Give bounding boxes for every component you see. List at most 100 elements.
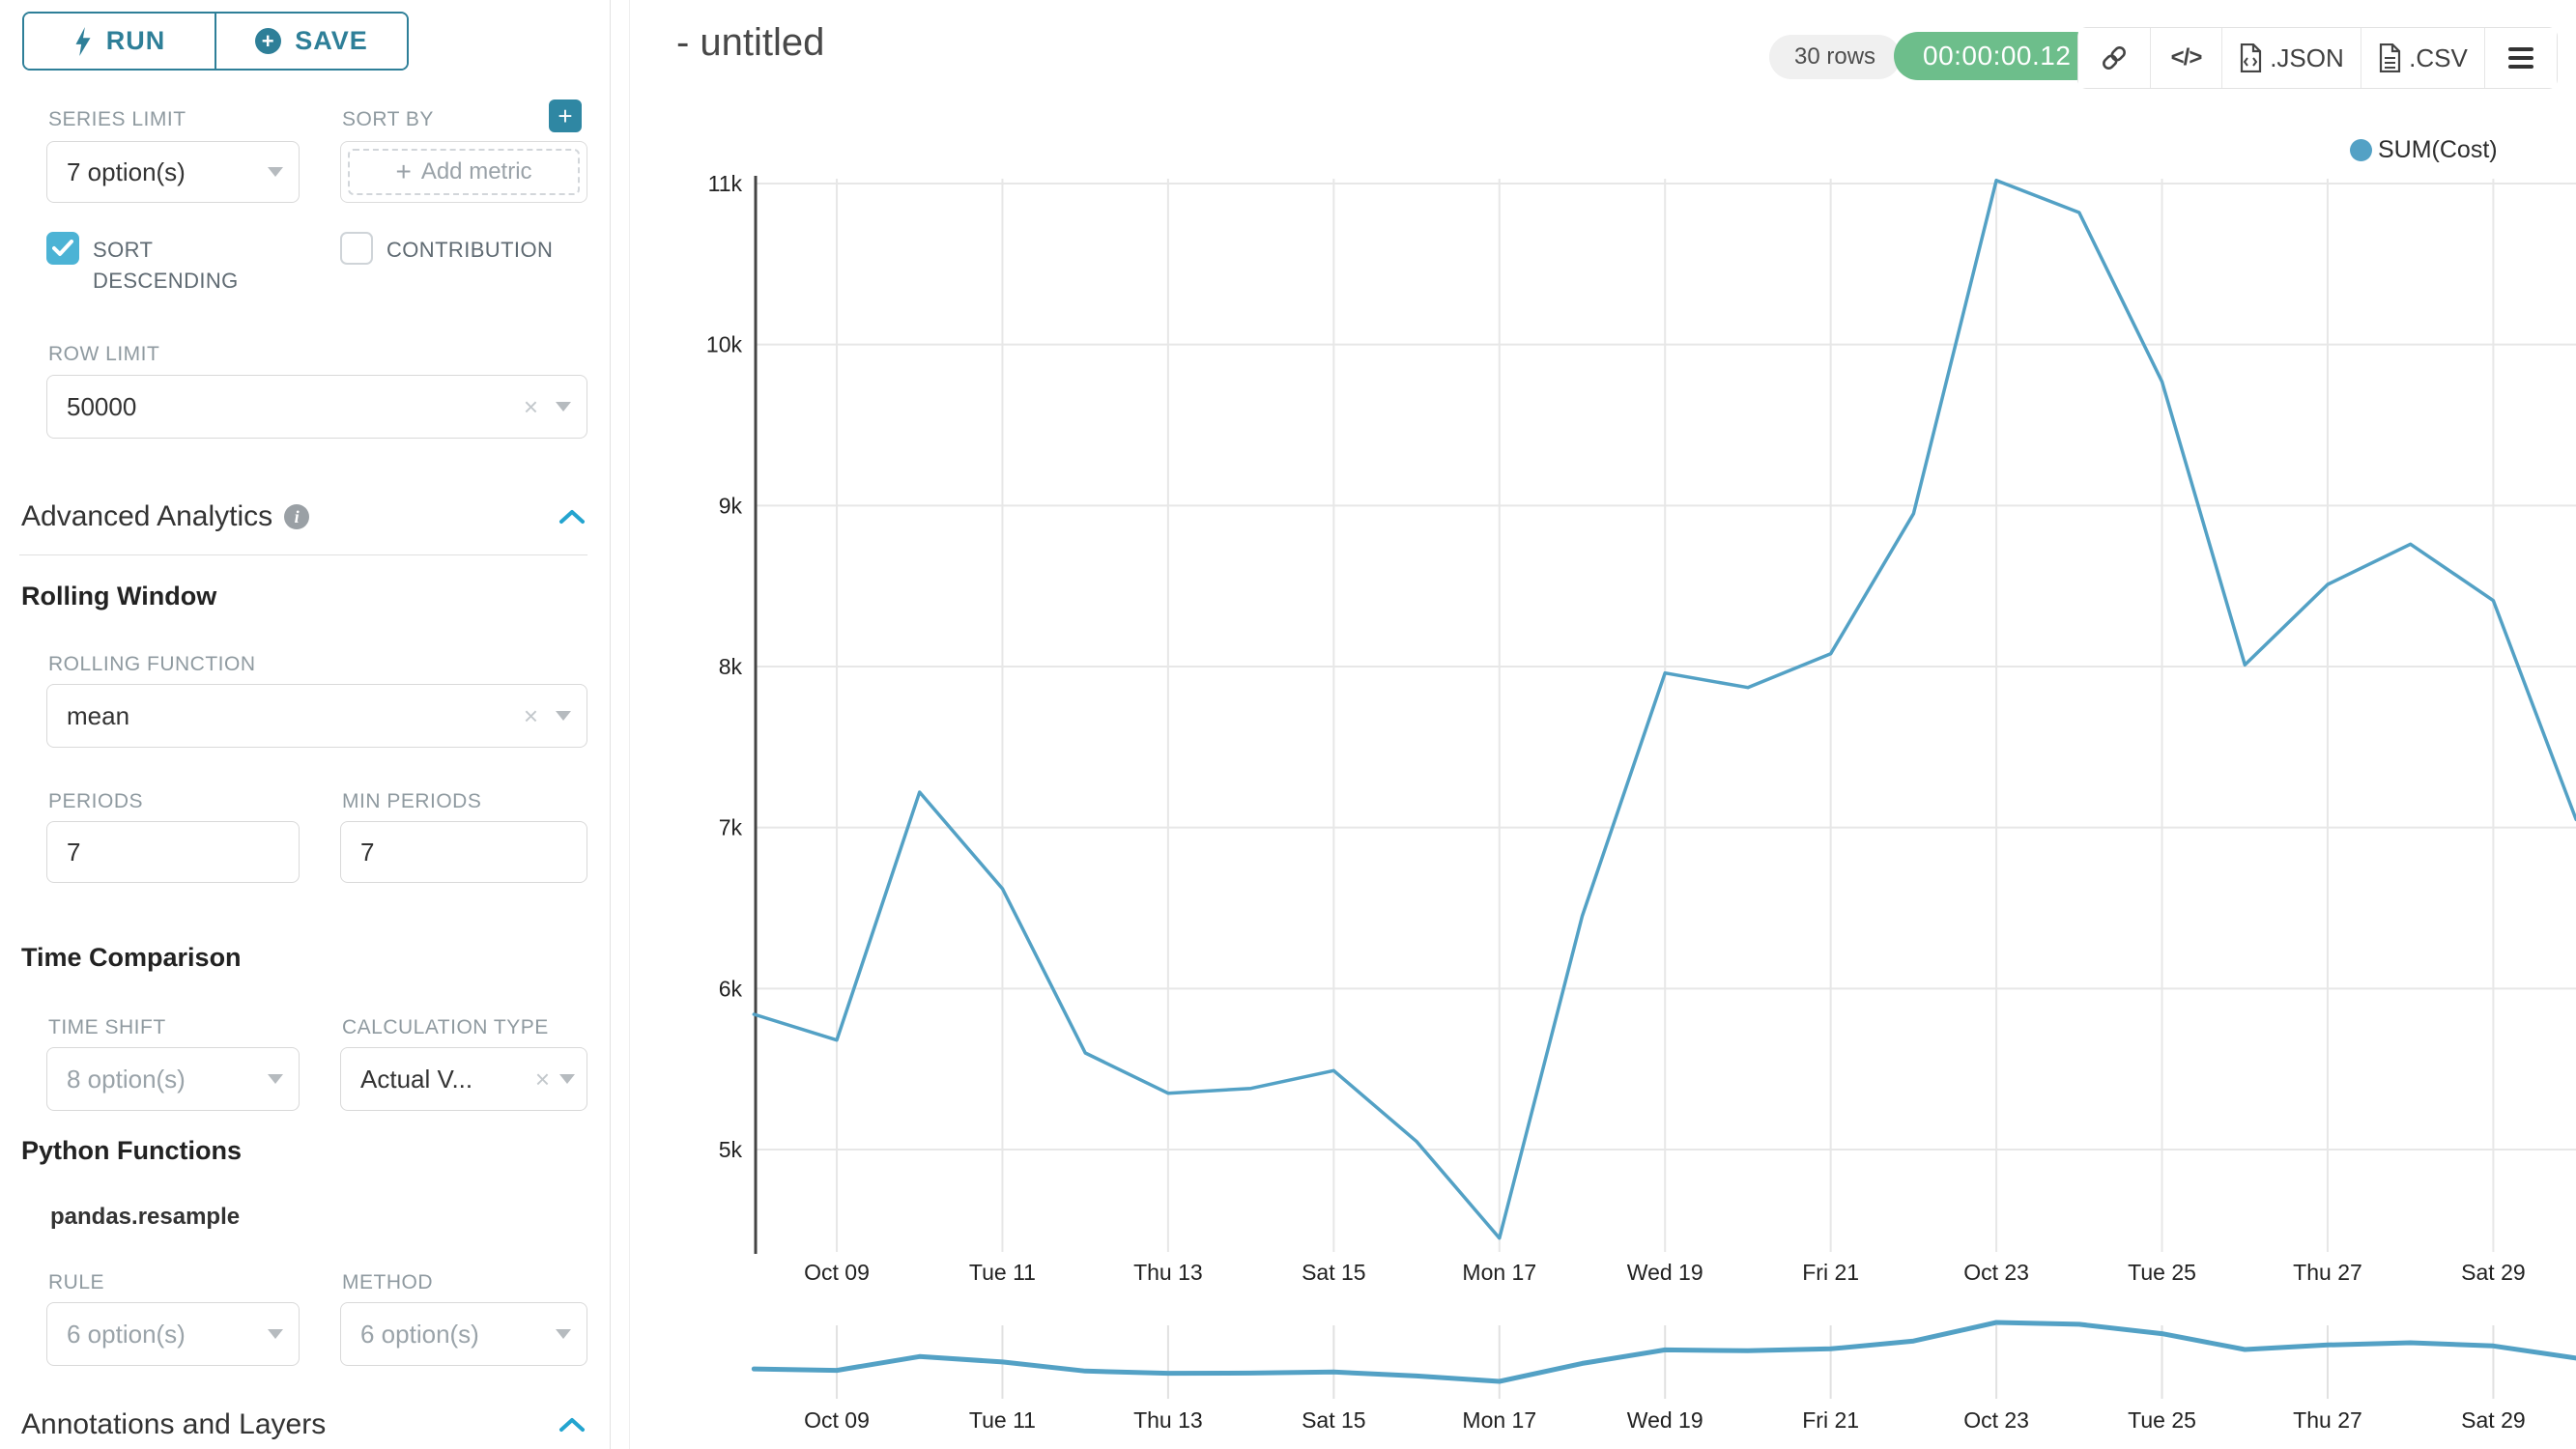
caret-down-icon[interactable] <box>556 1329 571 1339</box>
chart-menu-button[interactable] <box>2484 28 2557 88</box>
x-tick-label: Oct 09 <box>804 1260 870 1285</box>
row-limit-select[interactable]: 50000 × <box>46 375 587 439</box>
series-line <box>752 178 2576 1240</box>
save-button-label: SAVE <box>295 26 368 55</box>
x-tick-label: Oct 23 <box>1963 1260 2029 1285</box>
export-csv-button[interactable]: .CSV <box>2361 28 2484 88</box>
caret-down-icon[interactable] <box>556 402 571 412</box>
min-periods-label: MIN PERIODS <box>342 790 482 812</box>
clear-value-icon[interactable]: × <box>523 701 538 730</box>
advanced-analytics-header[interactable]: Advanced Analytics i <box>21 500 586 533</box>
series-limit-select[interactable]: 7 option(s) <box>46 141 300 203</box>
rule-value: 6 option(s) <box>67 1319 186 1349</box>
mini-x-tick-label: Oct 09 <box>804 1407 870 1433</box>
chevron-up-icon[interactable] <box>558 1417 586 1433</box>
query-duration-badge: 00:00:00.12 <box>1894 32 2101 80</box>
rule-select[interactable]: 6 option(s) <box>46 1302 300 1366</box>
rolling-window-title: Rolling Window <box>21 582 217 611</box>
y-tick-label: 6k <box>719 976 743 1001</box>
method-select[interactable]: 6 option(s) <box>340 1302 587 1366</box>
control-panel-sidebar: RUN + SAVE SERIES LIMIT SORT BY + 7 opti… <box>0 0 611 1449</box>
check-icon <box>52 240 73 256</box>
save-button[interactable]: + SAVE <box>216 14 407 69</box>
series-limit-value: 7 option(s) <box>67 156 186 186</box>
time-shift-select[interactable]: 8 option(s) <box>46 1047 300 1111</box>
python-functions-title: Python Functions <box>21 1136 242 1165</box>
share-link-button[interactable] <box>2078 28 2150 88</box>
view-query-button[interactable]: </> <box>2150 28 2221 88</box>
periods-input[interactable] <box>46 821 300 883</box>
y-tick-label: 7k <box>719 815 743 840</box>
add-metric-button[interactable]: + Add metric <box>348 149 580 195</box>
mini-x-tick-label: Tue 25 <box>2128 1407 2196 1433</box>
contribution-checkbox[interactable] <box>340 232 373 265</box>
time-shift-value: 8 option(s) <box>67 1064 186 1094</box>
calculation-type-select[interactable]: Actual V... × <box>340 1047 587 1111</box>
info-icon[interactable]: i <box>284 504 310 529</box>
caret-down-icon[interactable] <box>268 1074 283 1084</box>
rows-count-badge: 30 rows <box>1769 35 1902 79</box>
csv-file-icon <box>2380 43 2401 72</box>
section-divider <box>19 554 587 555</box>
chart-canvas[interactable]: 5k 6k 7k 8k 9k 10k 11k Oct 09 Oct 09 Tue 11 Tue 11… <box>611 0 2576 1449</box>
min-periods-input[interactable] <box>340 821 587 883</box>
sort-by-label: SORT BY <box>342 108 434 130</box>
chart-legend[interactable]: SUM(Cost) <box>2350 136 2498 164</box>
legend-series-label: SUM(Cost) <box>2378 136 2498 163</box>
periods-label: PERIODS <box>48 790 144 812</box>
run-button[interactable]: RUN <box>24 14 216 69</box>
x-tick-label: Tue 25 <box>2128 1260 2196 1285</box>
y-tick-label: 10k <box>706 332 743 357</box>
rolling-function-select[interactable]: mean × <box>46 684 587 748</box>
y-tick-label: 5k <box>719 1137 743 1162</box>
page-title: - untitled <box>676 21 825 64</box>
hamburger-menu-icon <box>2508 47 2533 69</box>
sort-by-control: + Add metric <box>340 141 587 203</box>
sort-descending-checkbox[interactable] <box>46 232 79 265</box>
pandas-resample-label: pandas.resample <box>50 1204 241 1230</box>
annotations-layers-header[interactable]: Annotations and Layers <box>21 1408 586 1441</box>
mini-x-tick-label: Oct 23 <box>1963 1407 2029 1433</box>
y-tick-label: 8k <box>719 654 743 679</box>
x-tick-label: Sat 29 <box>2461 1260 2526 1285</box>
chart-panel: - untitled 30 rows 00:00:00.12 </> .JSON <box>611 0 2576 1449</box>
plus-icon: + <box>395 156 412 186</box>
advanced-analytics-title: Advanced Analytics <box>21 500 273 532</box>
mini-x-tick-label: Sat 15 <box>1302 1407 1366 1433</box>
run-button-label: RUN <box>105 26 166 55</box>
y-tick-label: 11k <box>708 171 743 196</box>
sort-descending-label: SORT DESCENDING <box>93 238 239 293</box>
plus-circle-icon: + <box>255 28 282 54</box>
caret-down-icon[interactable] <box>268 1329 283 1339</box>
x-tick-label: Fri 21 <box>1802 1260 1859 1285</box>
series-limit-label: SERIES LIMIT <box>48 108 186 130</box>
export-json-button[interactable]: .JSON <box>2221 28 2361 88</box>
x-tick-label: Sat 15 <box>1302 1260 1366 1285</box>
x-tick-label: Mon 17 <box>1462 1260 1536 1285</box>
mini-x-tick-label: Thu 27 <box>2293 1407 2362 1433</box>
caret-down-icon[interactable] <box>559 1074 575 1084</box>
mini-x-tick-label: Fri 21 <box>1802 1407 1859 1433</box>
run-save-button-group: RUN + SAVE <box>22 12 409 71</box>
clear-value-icon[interactable]: × <box>534 1065 550 1094</box>
mini-x-tick-label: Sat 29 <box>2461 1407 2526 1433</box>
calculation-type-label: CALCULATION TYPE <box>342 1016 549 1038</box>
caret-down-icon[interactable] <box>268 167 283 177</box>
chevron-up-icon[interactable] <box>558 509 586 525</box>
clear-value-icon[interactable]: × <box>523 392 538 421</box>
mini-x-tick-label: Thu 13 <box>1133 1407 1203 1433</box>
rule-label: RULE <box>48 1271 105 1293</box>
mini-x-tick-label: Tue 11 <box>969 1407 1036 1433</box>
mini-series-line <box>751 1320 2576 1384</box>
mini-x-tick-label: Wed 19 <box>1627 1407 1703 1433</box>
add-sort-by-button[interactable]: + <box>549 99 582 132</box>
row-limit-label: ROW LIMIT <box>48 343 160 365</box>
json-file-icon <box>2241 43 2262 72</box>
caret-down-icon[interactable] <box>556 711 571 721</box>
x-tick-label: Wed 19 <box>1627 1260 1703 1285</box>
export-csv-label: .CSV <box>2409 43 2468 72</box>
calculation-type-value: Actual V... <box>360 1064 473 1094</box>
panel-resize-handle[interactable] <box>611 0 630 1449</box>
time-shift-label: TIME SHIFT <box>48 1016 166 1038</box>
method-label: METHOD <box>342 1271 433 1293</box>
